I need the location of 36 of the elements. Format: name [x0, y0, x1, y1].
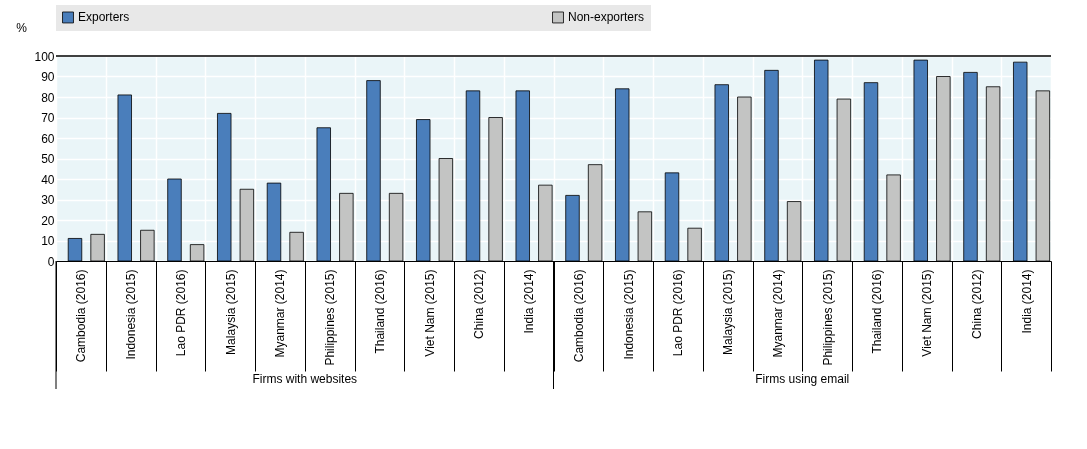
x-tick-label: India (2014)	[522, 269, 537, 334]
x-tick-label: Malaysia (2015)	[721, 269, 736, 355]
y-tick-label: 100	[34, 49, 55, 64]
x-tick-label: Cambodia (2016)	[571, 269, 586, 363]
x-tick-label: Lao PDR (2016)	[671, 269, 686, 357]
y-tick-label: 20	[41, 213, 55, 228]
x-tick-label: Indonesia (2015)	[124, 269, 139, 360]
y-axis-title: %	[16, 20, 28, 35]
x-tick-label: Thailand (2016)	[870, 269, 885, 354]
x-tick-label: Cambodia (2016)	[74, 269, 89, 363]
x-tick-label: Thailand (2016)	[372, 269, 387, 354]
y-tick-label: 50	[41, 152, 55, 166]
y-tick-label: 60	[41, 131, 55, 146]
x-tick-label: Philippines (2015)	[820, 269, 835, 366]
x-tick-label: Viet Nam (2015)	[422, 269, 437, 357]
y-tick-label: 80	[41, 90, 55, 105]
y-tick-label: 70	[41, 111, 55, 125]
y-tick-label: 30	[41, 193, 55, 207]
x-tick-label: Myanmar (2014)	[770, 269, 785, 358]
x-tick-label: Viet Nam (2015)	[920, 269, 935, 357]
y-tick-label: 40	[41, 172, 55, 187]
y-tick-label: 10	[41, 234, 55, 248]
x-tick-label: China (2012)	[472, 269, 487, 339]
text: Firms with websites	[252, 372, 358, 386]
y-tick-label: 0	[47, 254, 55, 269]
x-tick-label: Malaysia (2015)	[223, 269, 238, 355]
legend-label: Non-exporters	[568, 10, 645, 25]
x-tick-label: China (2012)	[969, 269, 984, 339]
legend-label: Exporters	[78, 10, 130, 25]
x-tick-label: India (2014)	[1019, 269, 1034, 334]
x-tick-label: Indonesia (2015)	[621, 269, 636, 360]
text: Firms using email	[755, 372, 850, 386]
x-tick-label: Myanmar (2014)	[273, 269, 288, 358]
y-tick-label: 90	[41, 70, 55, 84]
x-tick-label: Lao PDR (2016)	[173, 269, 188, 357]
x-tick-label: Philippines (2015)	[323, 269, 338, 366]
